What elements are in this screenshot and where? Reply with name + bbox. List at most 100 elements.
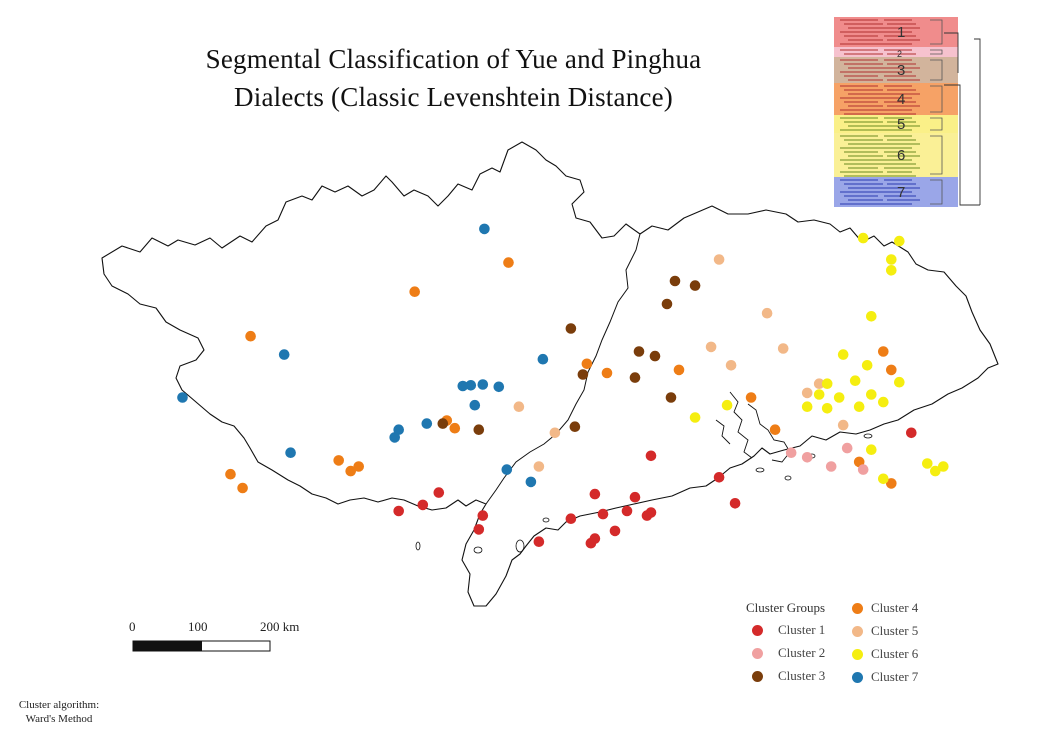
dialect-point-cluster-3 — [661, 298, 673, 310]
dialect-point-cluster-7 — [285, 447, 296, 459]
dialect-point-cluster-1 — [906, 427, 917, 439]
dialect-point-cluster-4 — [581, 358, 593, 370]
dialect-point-cluster-1 — [597, 508, 609, 520]
dialect-point-cluster-6 — [866, 444, 877, 456]
dialect-point-cluster-1 — [629, 491, 641, 503]
dialect-point-cluster-6 — [853, 401, 865, 413]
legend-swatch — [852, 625, 863, 637]
dendrogram-band-number: 2 — [897, 49, 902, 59]
islands — [415, 433, 873, 554]
dendrogram-band-number: 4 — [897, 91, 905, 108]
dialect-point-cluster-7 — [177, 392, 188, 403]
dialect-point-cluster-1 — [433, 487, 445, 498]
legend-item-cluster-7: Cluster 7 — [852, 669, 918, 685]
dialect-point-cluster-7 — [493, 381, 505, 393]
algorithm-note-line-1: Cluster algorithm: — [18, 699, 100, 711]
dendrogram-band-5 — [834, 115, 958, 133]
map-title-line-1: Segmental Classification of Yue and Ping… — [205, 44, 702, 74]
dialect-point-cluster-2 — [785, 447, 797, 459]
dialect-point-cluster-1 — [473, 524, 485, 535]
dialect-point-cluster-3 — [689, 280, 701, 291]
dialect-point-cluster-4 — [333, 455, 345, 466]
dialect-point-cluster-5 — [813, 378, 825, 390]
dendrogram-bracket — [930, 85, 943, 113]
dialect-point-cluster-1 — [393, 505, 405, 517]
dialect-point-cluster-5 — [713, 254, 725, 265]
dendrogram-bracket — [930, 19, 943, 45]
dialect-point-cluster-3 — [669, 275, 681, 287]
legend-label: Cluster 5 — [871, 623, 919, 638]
legend-swatch — [752, 647, 763, 659]
dialect-point-cluster-4 — [673, 364, 685, 376]
dialect-points — [177, 223, 949, 549]
dialect-point-cluster-3 — [633, 346, 645, 357]
legend-label: Cluster 1 — [778, 622, 826, 637]
dialect-point-cluster-4 — [245, 330, 256, 342]
dialect-point-cluster-6 — [857, 232, 869, 244]
dialect-point-cluster-4 — [886, 478, 897, 489]
legend-item-cluster-1: Cluster 1 — [752, 622, 825, 638]
dialect-point-cluster-6 — [721, 399, 733, 411]
legend-swatch — [852, 602, 863, 614]
province-boundary — [485, 233, 641, 505]
legend-item-cluster-3: Cluster 3 — [752, 668, 825, 684]
legend-label: Cluster 3 — [778, 668, 826, 683]
legend-swatch — [852, 671, 863, 683]
dendrogram-root — [944, 32, 981, 206]
dialect-point-cluster-4 — [601, 367, 613, 379]
scale-label-200: 200 km — [260, 619, 300, 634]
dialect-point-cluster-3 — [473, 424, 485, 436]
dialect-point-cluster-2 — [841, 442, 853, 454]
dendrogram-band-number: 3 — [897, 62, 905, 79]
dialect-point-cluster-3 — [437, 418, 449, 429]
dendrogram-band-3 — [834, 57, 958, 83]
dialect-point-cluster-6 — [938, 461, 949, 472]
legend-swatch — [852, 648, 863, 660]
dialect-point-cluster-1 — [621, 505, 633, 517]
dialect-point-cluster-5 — [513, 401, 525, 413]
dialect-point-cluster-6 — [849, 375, 861, 387]
dendrogram-bracket — [930, 49, 943, 55]
dialect-point-cluster-4 — [225, 468, 236, 480]
dialect-point-cluster-7 — [479, 223, 490, 235]
dialect-point-cluster-1 — [565, 513, 577, 524]
dialect-point-cluster-7 — [477, 379, 489, 390]
scale-label-0: 0 — [129, 619, 136, 634]
dialect-point-cluster-3 — [649, 350, 661, 362]
legend-label: Cluster 2 — [778, 645, 826, 660]
dialect-point-cluster-4 — [353, 461, 365, 472]
dialect-point-cluster-7 — [421, 418, 433, 429]
dialect-point-cluster-5 — [725, 360, 737, 371]
dialect-point-cluster-5 — [837, 419, 849, 431]
dialect-point-cluster-5 — [549, 427, 561, 439]
dialect-point-cluster-6 — [801, 401, 813, 413]
dialect-point-cluster-6 — [833, 392, 845, 403]
algorithm-note-line-2: Ward's Method — [25, 713, 93, 725]
delta-coastline — [715, 391, 791, 463]
dialect-point-cluster-3 — [565, 323, 577, 334]
dialect-point-cluster-6 — [894, 376, 905, 388]
dialect-point-cluster-4 — [878, 346, 889, 357]
dialect-point-cluster-3 — [629, 372, 641, 383]
dialect-point-cluster-6 — [861, 360, 873, 371]
dialect-point-cluster-7 — [393, 424, 405, 436]
dialect-point-cluster-1 — [729, 498, 741, 509]
legend-item-cluster-2: Cluster 2 — [752, 645, 825, 661]
dialect-point-cluster-6 — [866, 389, 877, 400]
dialect-point-cluster-7 — [537, 353, 549, 365]
dialect-point-cluster-2 — [801, 452, 813, 463]
dendrogram-bracket — [930, 59, 943, 81]
dialect-point-cluster-6 — [813, 389, 825, 400]
dialect-point-cluster-7 — [278, 349, 290, 360]
dialect-point-cluster-6 — [878, 396, 889, 408]
dialect-point-cluster-7 — [501, 464, 513, 475]
legend-item-cluster-6: Cluster 6 — [852, 646, 918, 662]
scale-bar — [132, 640, 271, 652]
dialect-point-cluster-7 — [469, 399, 481, 411]
dialect-point-cluster-3 — [665, 392, 677, 403]
dialect-point-cluster-1 — [589, 488, 601, 500]
dialect-point-cluster-1 — [609, 525, 621, 537]
dialect-point-cluster-6 — [922, 458, 933, 469]
